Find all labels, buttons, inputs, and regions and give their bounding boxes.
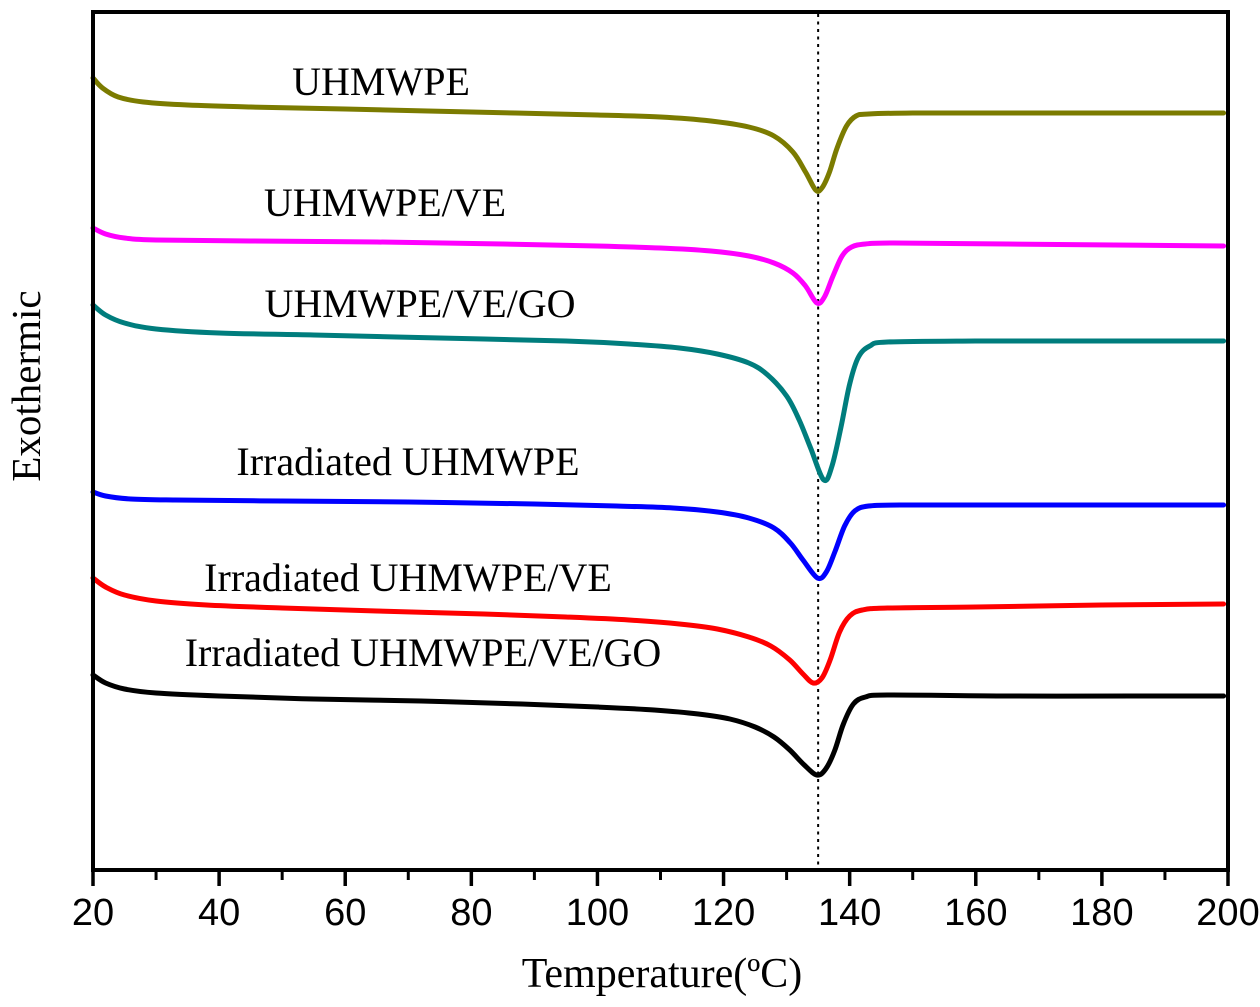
- x-tick-label: 180: [1070, 892, 1133, 934]
- x-tick-label: 160: [944, 892, 1007, 934]
- y-axis-title: Exothermic: [3, 290, 49, 481]
- x-tick-label: 200: [1196, 892, 1259, 934]
- x-axis-title: Temperature(ºC): [522, 951, 803, 997]
- curve-label-irradiated-uhmwpe-ve-go: Irradiated UHMWPE/VE/GO: [185, 630, 662, 675]
- x-tick-label: 120: [692, 892, 755, 934]
- curve-uhmwpe-ve-go: [90, 302, 1227, 484]
- curve-irradiated-uhmwpe: [90, 489, 1227, 582]
- x-tick-label: 140: [818, 892, 881, 934]
- curve-irradiated-uhmwpe-ve: [90, 575, 1227, 686]
- curve-irradiated-uhmwpe-ve-go: [90, 672, 1227, 778]
- curve-label-uhmwpe-ve-go: UHMWPE/VE/GO: [264, 281, 575, 326]
- curve-label-uhmwpe: UHMWPE: [292, 59, 470, 104]
- x-tick-label: 60: [324, 892, 366, 934]
- x-tick-label: 40: [198, 892, 240, 934]
- x-tick-label: 100: [566, 892, 629, 934]
- curve-label-uhmwpe-ve: UHMWPE/VE: [264, 180, 506, 225]
- curve-label-irradiated-uhmwpe-ve: Irradiated UHMWPE/VE: [204, 555, 612, 600]
- x-tick-label: 80: [450, 892, 492, 934]
- curve-label-irradiated-uhmwpe: Irradiated UHMWPE: [236, 439, 579, 484]
- x-tick-label: 20: [72, 892, 114, 934]
- curve-uhmwpe-ve: [90, 225, 1227, 306]
- curve-uhmwpe: [90, 75, 1227, 194]
